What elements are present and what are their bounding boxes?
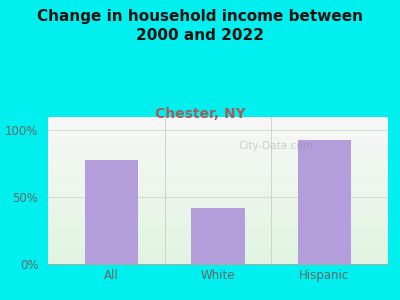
Bar: [85, 160, 138, 264]
Bar: [298, 140, 351, 264]
Text: Change in household income between
2000 and 2022: Change in household income between 2000 …: [37, 9, 363, 43]
Bar: [192, 208, 244, 264]
Text: Chester, NY: Chester, NY: [155, 106, 245, 121]
Text: City-Data.com: City-Data.com: [238, 141, 313, 152]
